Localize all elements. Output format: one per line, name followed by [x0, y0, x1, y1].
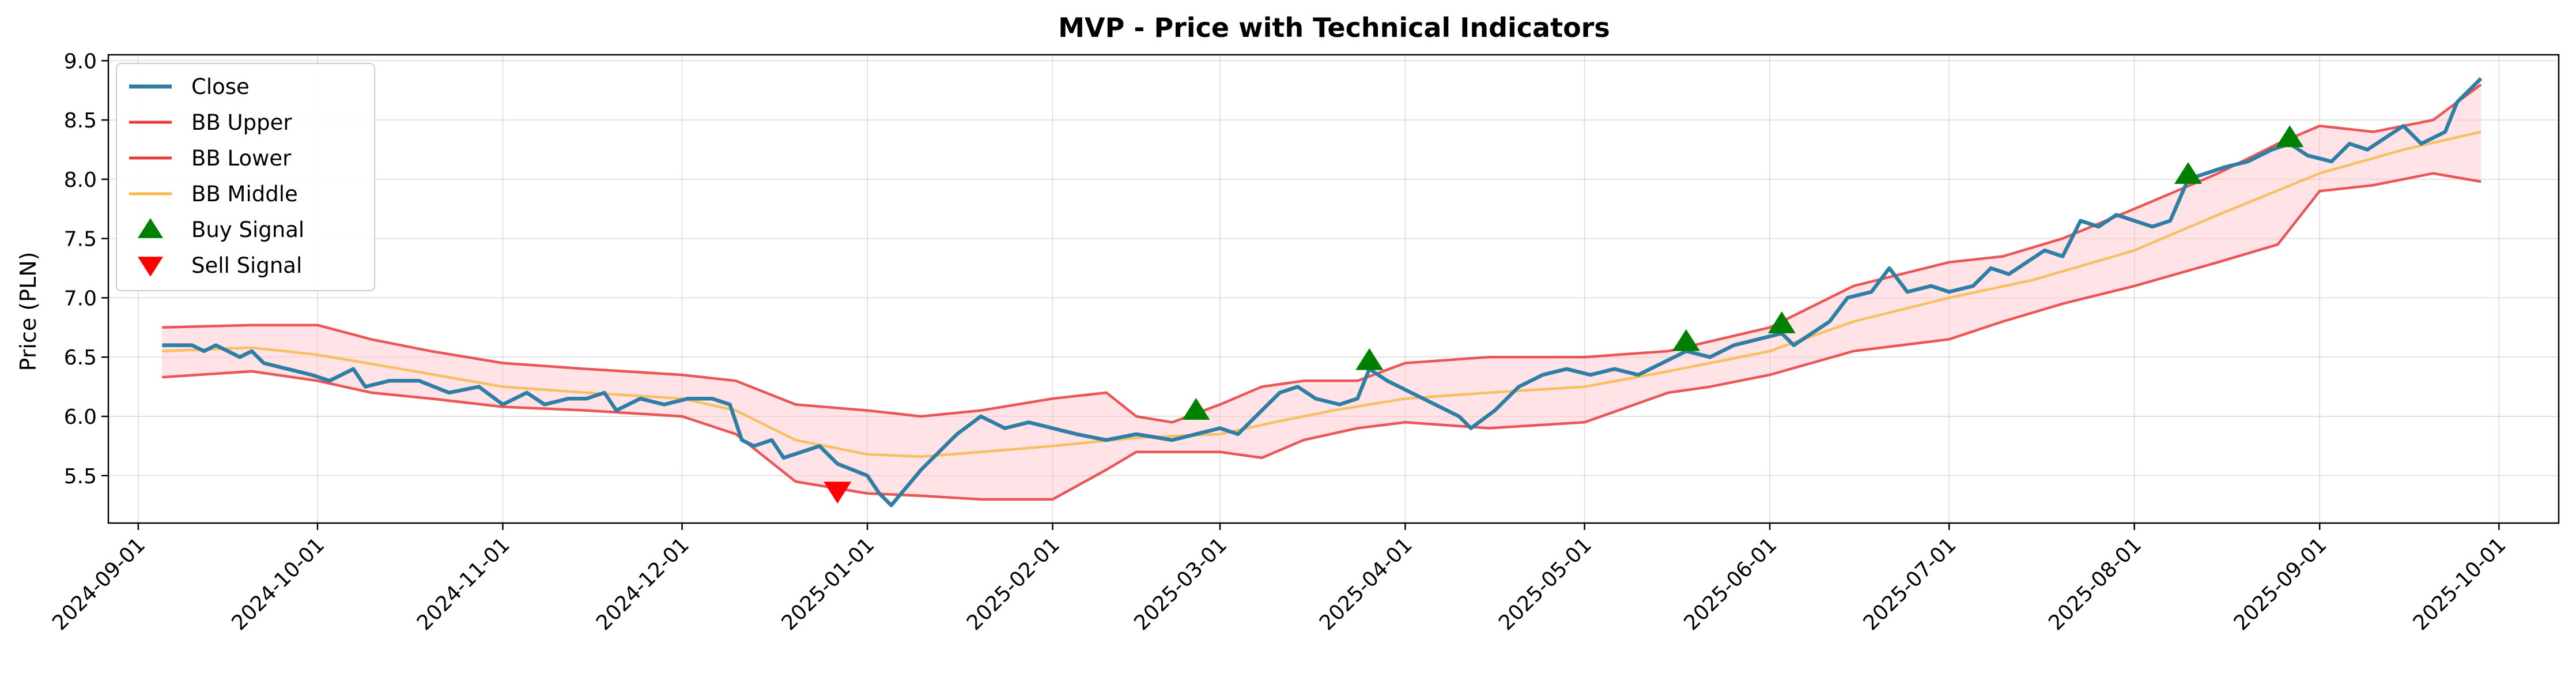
- legend-label-sell-signal: Sell Signal: [191, 253, 302, 278]
- x-tick-label: 2024-10-01: [227, 533, 329, 635]
- buy-signal-marker: [1767, 311, 1796, 333]
- legend-swatch-sell-signal: [138, 257, 163, 277]
- grid: [108, 55, 2559, 523]
- x-tick-label: 2025-08-01: [2044, 533, 2146, 635]
- bb-middle-line: [162, 130, 2481, 458]
- y-tick-label: 8.0: [64, 168, 97, 192]
- x-tick-label: 2025-05-01: [1494, 533, 1596, 635]
- y-tick-label: 5.5: [64, 465, 97, 488]
- legend-label-bb-lower: BB Lower: [191, 146, 292, 171]
- legend-label-bb-middle: BB Middle: [191, 182, 298, 206]
- x-tick-label: 2025-09-01: [2230, 533, 2332, 635]
- x-tick-label: 2025-01-01: [777, 533, 879, 635]
- bb-lower-line: [162, 172, 2481, 501]
- x-tick-label: 2025-03-01: [1130, 533, 1232, 635]
- band-fill: [162, 84, 2481, 499]
- legend-label-buy-signal: Buy Signal: [191, 217, 304, 242]
- buy-signal-marker: [1672, 329, 1700, 351]
- y-tick-label: 6.5: [64, 346, 97, 370]
- chart-title: MVP - Price with Technical Indicators: [1058, 12, 1610, 43]
- buy-signal-marker: [1355, 348, 1384, 370]
- legend-label-bb-upper: BB Upper: [191, 110, 292, 135]
- y-axis-label: Price (PLN): [16, 252, 41, 371]
- y-tick-label: 6.0: [64, 405, 97, 429]
- signal-markers: [824, 125, 2304, 504]
- buy-signal-marker: [1182, 398, 1210, 420]
- x-tick-label: 2024-12-01: [592, 533, 694, 635]
- x-tick-label: 2024-11-01: [413, 533, 515, 635]
- y-tick-label: 9.0: [64, 50, 97, 73]
- x-tick-label: 2025-04-01: [1315, 533, 1417, 635]
- x-tick-label: 2025-02-01: [962, 533, 1064, 635]
- series-lines: [162, 77, 2483, 507]
- y-tick-label: 7.5: [64, 228, 97, 251]
- close-line: [162, 77, 2483, 507]
- y-axis: 5.5 6.0 6.5 7.0 7.5 8.0 8.5 9.0: [64, 50, 108, 488]
- legend-swatch-buy-signal: [138, 218, 163, 238]
- plot-area-frame: [107, 54, 2560, 524]
- x-tick-label: 2025-06-01: [1679, 533, 1781, 635]
- y-tick-label: 8.5: [64, 109, 97, 133]
- sell-signal-marker: [824, 482, 852, 504]
- x-axis: 2024-09-01 2024-10-01 2024-11-01 2024-12-01…: [48, 523, 2511, 635]
- legend-label-close: Close: [191, 74, 250, 99]
- x-tick-label: 2024-09-01: [48, 533, 150, 635]
- buy-signal-marker: [2174, 162, 2203, 184]
- legend-box: [116, 63, 375, 291]
- bollinger-band: [162, 84, 2481, 499]
- y-tick-label: 7.0: [64, 287, 97, 310]
- buy-signal-marker: [2276, 125, 2304, 148]
- x-tick-label: 2025-07-01: [1859, 533, 1961, 635]
- x-tick-label: 2025-10-01: [2409, 533, 2511, 635]
- bb-upper-line: [162, 83, 2482, 424]
- legend: Close BB Upper BB Lower BB Middle Buy Signal…: [116, 63, 375, 291]
